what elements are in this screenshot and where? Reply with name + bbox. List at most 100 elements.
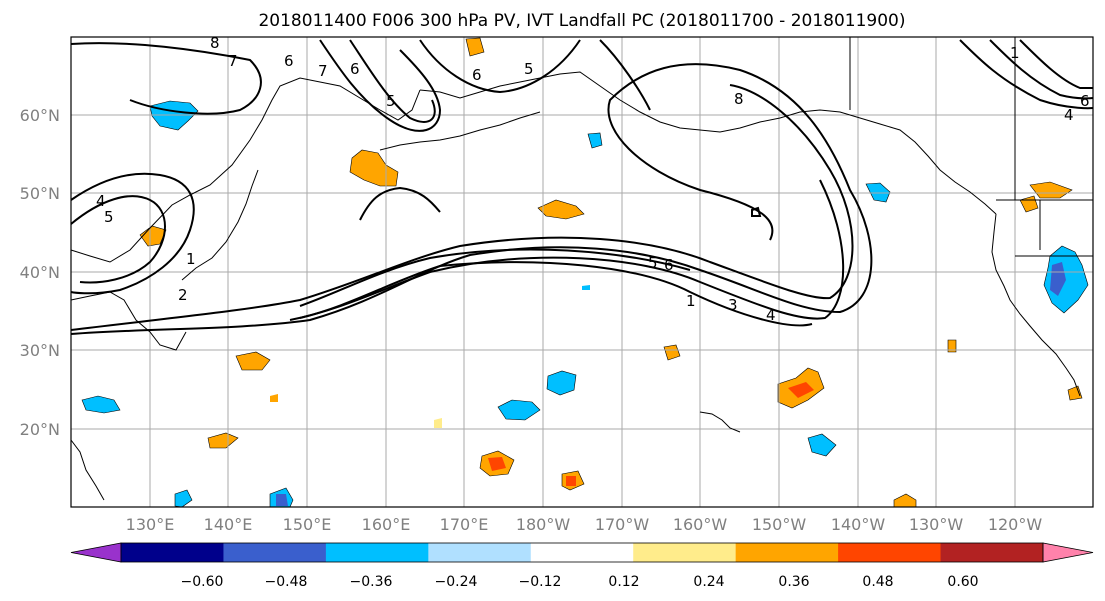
lat-label: 40°N [20, 263, 60, 282]
figure-title: 2018011400 F006 300 hPa PV, IVT Landfall… [258, 11, 905, 31]
pv-contour [70, 42, 262, 115]
colorbar-tick-label: −0.60 [181, 574, 224, 590]
pv-contour [989, 39, 1094, 100]
colorbar-segment [325, 543, 429, 562]
contour-label: 5 [104, 208, 114, 226]
pv-contour [70, 195, 166, 284]
lon-label: 160°W [673, 515, 728, 534]
lon-label: 120°W [988, 515, 1043, 534]
pv-contour [359, 186, 441, 221]
coastline-japan [181, 169, 259, 281]
lon-label: 150°W [752, 515, 807, 534]
colorbar-tick-label: −0.24 [435, 574, 478, 590]
graticule [71, 37, 1093, 507]
pv-contour [349, 39, 436, 123]
colorbar-segment [223, 543, 327, 562]
colorbar-tick-label: −0.36 [350, 574, 393, 590]
pv-contour [70, 63, 873, 335]
contour-label: 8 [210, 34, 220, 52]
pv-contour [419, 39, 581, 94]
colorbar-tick-label: 0.60 [947, 574, 978, 590]
colorbar-segment [121, 543, 224, 562]
contour-label: 5 [524, 60, 534, 78]
ivt-positive-region [893, 493, 917, 508]
ivt-negative-region [546, 370, 577, 396]
colorbar-tick-labels: −0.60 −0.48 −0.36 −0.24 −0.12 0.12 0.24 … [181, 574, 979, 590]
ivt-positive-region [270, 394, 278, 402]
contour-label: 4 [96, 192, 106, 210]
lat-label: 30°N [20, 341, 60, 360]
colorbar-segment [940, 543, 1044, 562]
lon-label: 150°E [283, 515, 332, 534]
ivt-positive-region [1067, 385, 1083, 401]
contour-label: 8 [734, 90, 744, 108]
colorbar-border [120, 542, 1044, 563]
lon-label: 140°W [831, 515, 886, 534]
colorbar-tick-label: 0.24 [693, 574, 724, 590]
contour-label: 7 [318, 62, 328, 80]
contour-label: 6 [472, 66, 482, 84]
contour-label: 6 [664, 256, 674, 274]
lat-label: 50°N [20, 184, 60, 203]
coastline-philippines [70, 439, 105, 501]
ivt-positive-region [235, 351, 271, 371]
ivt-positive-region [465, 37, 485, 57]
coastlines [70, 37, 1093, 501]
colorbar [70, 542, 1094, 563]
lat-label: 20°N [20, 420, 60, 439]
pv-contour [751, 206, 762, 217]
coastline-aleutians [379, 111, 541, 151]
pv-contour [299, 261, 813, 327]
lon-label: 130°W [909, 515, 964, 534]
latitude-labels: 60°N 50°N 40°N 30°N 20°N [20, 106, 60, 439]
contour-label: 5 [648, 254, 658, 272]
ivt-negative-region [174, 489, 193, 508]
ivt-positive-region [207, 432, 239, 449]
pv-contour [70, 172, 195, 295]
coastline-alaska [419, 71, 997, 215]
contour-label: 6 [350, 60, 360, 78]
pv-contour [70, 84, 854, 331]
contour-label: 7 [228, 52, 238, 70]
ivt-negative-region [276, 494, 288, 506]
coastline-korea-china [70, 291, 187, 351]
contour-label: 1 [1010, 44, 1020, 62]
lon-label: 170°W [595, 515, 650, 534]
ivt-positive-region [663, 344, 681, 361]
colorbar-tick-label: −0.48 [265, 574, 308, 590]
ivt-positive-region [788, 382, 814, 398]
pv-contour [319, 39, 442, 132]
lon-label: 180°W [516, 515, 571, 534]
lon-label: 160°E [362, 515, 411, 534]
ivt-positive-region [488, 457, 506, 471]
ivt-negative-region [1050, 262, 1066, 296]
ivt-positive-region [1029, 181, 1073, 199]
longitude-labels: 130°E 140°E 150°E 160°E 170°E 180°W 170°… [126, 515, 1043, 534]
contour-labels: 8 7 6 7 6 5 6 5 4 5 1 2 5 6 1 3 4 8 1 6 … [96, 34, 1090, 324]
ivt-positive-region [537, 199, 585, 220]
contour-label: 4 [1064, 106, 1074, 124]
colorbar-tick-label: 0.36 [778, 574, 809, 590]
pv-contour [299, 248, 691, 307]
ivt-positive-region [566, 476, 576, 486]
pv-contours [70, 39, 1094, 335]
ivt-negative-region [497, 399, 541, 421]
pv-contour [599, 39, 651, 111]
lon-label: 170°E [440, 515, 489, 534]
coastline-north-america [991, 213, 1081, 397]
ivt-negative-region [1043, 245, 1089, 314]
ivt-positive-region [434, 418, 442, 428]
colorbar-segment [530, 543, 634, 562]
colorbar-extend-max [1042, 542, 1094, 563]
contour-label: 4 [766, 306, 776, 324]
contour-label: 3 [728, 296, 738, 314]
colorbar-tick-label: 0.12 [608, 574, 639, 590]
map-panel: 8 7 6 7 6 5 6 5 4 5 1 2 5 6 1 3 4 8 1 6 … [70, 34, 1094, 508]
ivt-negative-region [81, 395, 121, 414]
ivt-negative-region [587, 132, 603, 149]
ivt-positive-region [947, 339, 957, 353]
coastline-hawaii [699, 411, 741, 433]
contour-label: 6 [1080, 92, 1090, 110]
ivt-negative-region [807, 433, 837, 457]
ivt-negative-region [582, 285, 590, 290]
